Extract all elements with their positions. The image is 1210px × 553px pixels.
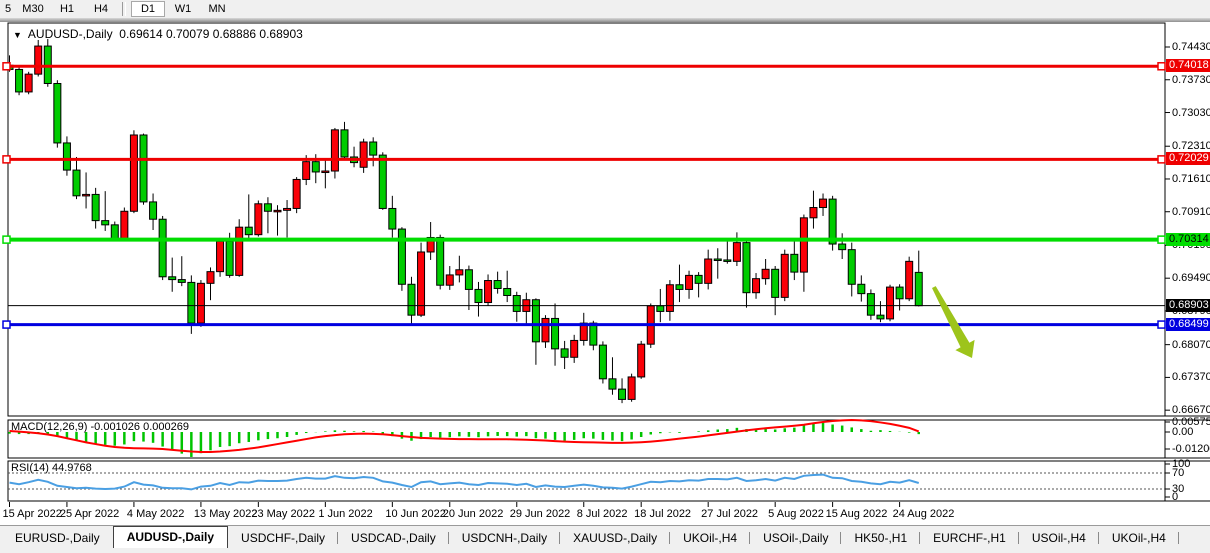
price-axis-label: 0.74430 — [1172, 41, 1210, 53]
main-pane-frame — [7, 22, 1166, 417]
symbol-tab-usoil-daily[interactable]: USOil-,Daily — [750, 528, 842, 548]
symbol-tab-ukoil-h4[interactable]: UKOil-,H4 — [670, 528, 751, 548]
hline-handle[interactable] — [2, 155, 11, 164]
price-badge-0.74018: 0.74018 — [1166, 59, 1210, 73]
date-axis-label: 1 Jun 2022 — [318, 508, 373, 520]
date-axis-label: 25 Apr 2022 — [59, 508, 120, 520]
rsi-axis-label: 100 — [1172, 458, 1191, 470]
macd-axis-label: 0.00 — [1172, 426, 1194, 438]
chart-ohlc-values: 0.69614 0.70079 0.68886 0.68903 — [119, 27, 303, 41]
date-axis-label: 15 Apr 2022 — [2, 508, 62, 520]
hline-handle[interactable] — [1157, 155, 1166, 164]
candlesticks — [5, 39, 923, 404]
timeframe-toolbar: 5 M30 H1 H4 D1 W1 MN — [0, 0, 1210, 18]
date-axis-label: 18 Jul 2022 — [634, 508, 692, 520]
price-badge-0.68903: 0.68903 — [1166, 298, 1210, 312]
date-axis-label: 27 Jul 2022 — [701, 508, 759, 520]
rsi-axis-label: 0 — [1172, 491, 1179, 503]
hline-handle[interactable] — [2, 62, 11, 71]
hline-handle[interactable] — [1157, 320, 1166, 329]
hline-0.68499[interactable] — [2, 320, 1166, 329]
hline-handle[interactable] — [1157, 235, 1166, 244]
date-axis-label: 23 May 2022 — [251, 508, 315, 520]
date-axis-label: 4 May 2022 — [126, 508, 185, 520]
price-axis-label: 0.73030 — [1172, 106, 1210, 119]
date-axis-label: 15 Aug 2022 — [825, 508, 888, 520]
price-axis-label: 0.71610 — [1172, 172, 1210, 185]
date-axis-label: 8 Jul 2022 — [576, 508, 628, 520]
hline-handle[interactable] — [1157, 62, 1166, 71]
symbol-tab-usdcad-daily[interactable]: USDCAD-,Daily — [338, 528, 449, 548]
symbol-tab-hk50-h1[interactable]: HK50-,H1 — [841, 528, 920, 548]
toolbar-bottom-edge — [0, 18, 1210, 22]
arrow-annotation[interactable] — [932, 286, 975, 358]
macd-signal-line — [9, 419, 920, 453]
price-badge-0.72029: 0.72029 — [1166, 152, 1210, 166]
symbol-tab-usdchf-daily[interactable]: USDCHF-,Daily — [228, 528, 339, 548]
price-axis-label: 0.72310 — [1172, 140, 1210, 153]
hline-0.74018[interactable] — [2, 62, 1166, 71]
toolbar-separator — [122, 2, 126, 16]
symbol-tabbar: EURUSD-,Daily AUDUSD-,Daily USDCHF-,Daily U… — [0, 525, 1210, 553]
hline-0.70314[interactable] — [2, 235, 1166, 244]
date-axis-label: 10 Jun 2022 — [385, 508, 446, 520]
price-badge-0.70314: 0.70314 — [1166, 232, 1210, 246]
timeframe-button-W1[interactable]: W1 — [174, 3, 192, 15]
hline-handle[interactable] — [2, 320, 11, 329]
date-axis-label: 24 Aug 2022 — [892, 508, 955, 520]
chart-dropdown-icon[interactable]: ▼ — [13, 30, 22, 40]
symbol-tab-xauusd-daily[interactable]: XAUUSD-,Daily — [560, 528, 671, 548]
price-axis-label: 0.70910 — [1172, 205, 1210, 218]
symbol-tab-eurusd-daily[interactable]: EURUSD-,Daily — [15, 531, 100, 545]
hline-0.72029[interactable] — [2, 155, 1166, 164]
price-axis-label: 0.73730 — [1172, 73, 1210, 86]
timeframe-button-MN[interactable]: MN — [208, 3, 226, 15]
date-axis-label: 20 Jun 2022 — [442, 508, 504, 520]
timeframe-button-H1[interactable]: H1 — [59, 3, 75, 15]
rsi-current-value: 44.9768 — [51, 462, 92, 474]
symbol-tab-audusd-daily[interactable]: AUDUSD-,Daily — [112, 526, 229, 548]
price-axis-label: 0.67370 — [1172, 371, 1210, 384]
timeframe-button-D1[interactable]: D1 — [131, 1, 165, 17]
macd-label: MACD(12,26,9) -0.001026 0.000269 — [11, 421, 189, 433]
symbol-tab-eurchf-h1[interactable]: EURCHF-,H1 — [920, 528, 1019, 548]
price-axis-label: 0.68070 — [1172, 338, 1210, 351]
price-badge-0.68499: 0.68499 — [1166, 317, 1210, 331]
chart-title: ▼ AUDUSD-,Daily 0.69614 0.70079 0.68886 0… — [13, 27, 303, 41]
rsi-pane-frame — [7, 460, 1166, 502]
timeframe-button-5[interactable]: 5 — [4, 3, 12, 15]
timeframe-button-M30[interactable]: M30 — [22, 3, 44, 15]
rsi-axis-label: 70 — [1172, 467, 1185, 479]
price-axis-label: 0.66670 — [1172, 404, 1210, 417]
macd-axis-label: -0.012005 — [1172, 443, 1210, 455]
symbol-tab-ukoil-h4[interactable]: UKOil-,H4 — [1099, 528, 1179, 548]
timeframe-button-H4[interactable]: H4 — [93, 3, 109, 15]
date-axis-label: 29 Jun 2022 — [509, 508, 571, 520]
rsi-line — [9, 473, 920, 491]
macd-current-values: -0.001026 0.000269 — [90, 421, 189, 433]
macd-histogram — [8, 422, 920, 457]
hline-handle[interactable] — [2, 235, 11, 244]
symbol-tab-usoil-h4[interactable]: USOil-,H4 — [1019, 528, 1099, 548]
date-axis-label: 13 May 2022 — [193, 508, 258, 520]
chart-symbol-label: AUDUSD-,Daily — [27, 27, 113, 41]
symbol-tab-usdcnh-daily[interactable]: USDCNH-,Daily — [449, 528, 561, 548]
date-axis-label: 5 Aug 2022 — [768, 508, 824, 520]
rsi-label: RSI(14) 44.9768 — [11, 462, 92, 474]
rsi-axis-label: 30 — [1172, 483, 1185, 495]
price-axis-label: 0.69490 — [1172, 272, 1210, 285]
macd-axis-label: 0.005752 — [1172, 416, 1210, 428]
